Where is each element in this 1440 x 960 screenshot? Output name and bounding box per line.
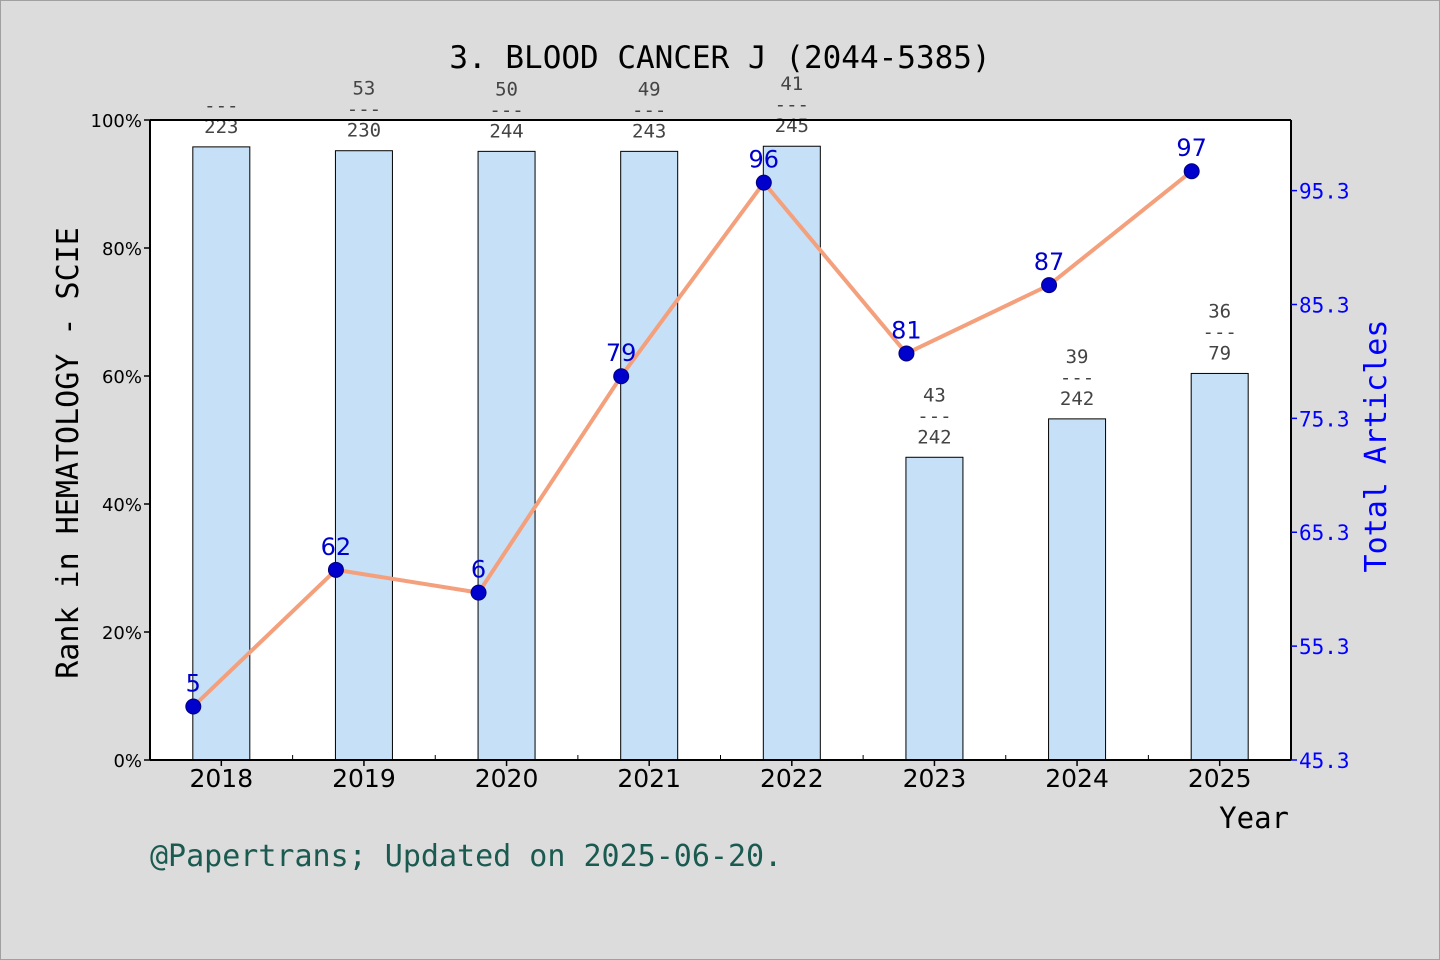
bar-total-label-2023: 242 bbox=[917, 426, 951, 448]
y2-tick-label-5: 95.3 bbox=[1299, 180, 1350, 204]
bar-separator-2024: --- bbox=[1060, 367, 1094, 389]
line-point-label-2022: 96 bbox=[749, 146, 780, 174]
line-point-2020 bbox=[470, 584, 487, 601]
x-tick-label-2024: 2024 bbox=[1045, 764, 1109, 793]
y2-tick-label-0: 45.3 bbox=[1299, 749, 1350, 773]
bar-2023 bbox=[905, 456, 964, 761]
bar-separator-2025: --- bbox=[1203, 321, 1237, 343]
footer-note: @Papertrans; Updated on 2025-06-20. bbox=[150, 839, 782, 874]
chart-title: 3. BLOOD CANCER J (2044-5385) bbox=[449, 40, 990, 76]
y2-tick-label-1: 55.3 bbox=[1299, 635, 1350, 659]
y2-tick-label-2: 65.3 bbox=[1299, 521, 1350, 545]
line-point-label-2020: 6 bbox=[471, 556, 486, 584]
bar-rank-label-2019: 53 bbox=[352, 78, 375, 100]
y-tick-label-5: 100% bbox=[91, 111, 142, 132]
bar-rank-label-2025: 36 bbox=[1208, 300, 1231, 322]
bar-separator-2019: --- bbox=[347, 99, 381, 121]
total-articles-line bbox=[191, 169, 1194, 709]
line-point-label-2018: 5 bbox=[186, 669, 201, 697]
x-tick-label-2023: 2023 bbox=[903, 764, 967, 793]
x-tick-label-2020: 2020 bbox=[475, 764, 539, 793]
line-point-2019 bbox=[327, 561, 344, 578]
y-tick-label-0: 0% bbox=[113, 751, 142, 772]
y-tick-label-2: 40% bbox=[102, 495, 142, 516]
bar-separator-2018: --- bbox=[204, 95, 238, 117]
bar-2025 bbox=[1190, 372, 1249, 761]
plot-area bbox=[150, 120, 1291, 760]
x-tick-label-2022: 2022 bbox=[760, 764, 824, 793]
bar-total-label-2024: 242 bbox=[1060, 388, 1094, 410]
bar-rank-label-2022: 41 bbox=[780, 73, 803, 95]
x-axis-title: Year bbox=[1219, 801, 1289, 835]
bar-total-label-2019: 230 bbox=[347, 120, 381, 142]
bar-2019 bbox=[334, 150, 393, 761]
bar-rank-label-2020: 50 bbox=[495, 78, 518, 100]
y-tick-label-3: 60% bbox=[102, 367, 142, 388]
bar-labels-group: 223---230---53244---50243---49245---4124… bbox=[204, 73, 1237, 448]
bar-2024 bbox=[1048, 418, 1107, 761]
bar-separator-2023: --- bbox=[917, 405, 951, 427]
x-tick-label-2019: 2019 bbox=[332, 764, 396, 793]
y-tick-label-1: 20% bbox=[102, 623, 142, 644]
line-point-2023 bbox=[898, 345, 915, 362]
y2-tick-label-4: 85.3 bbox=[1299, 293, 1350, 317]
bar-2018 bbox=[192, 146, 251, 761]
bar-separator-2022: --- bbox=[775, 94, 809, 116]
bar-rank-label-2024: 39 bbox=[1066, 346, 1089, 368]
bar-total-label-2022: 245 bbox=[775, 115, 809, 137]
bar-total-label-2020: 244 bbox=[489, 120, 523, 142]
bar-total-label-2025: 79 bbox=[1208, 342, 1231, 364]
bar-rank-label-2023: 43 bbox=[923, 384, 946, 406]
bar-2020 bbox=[477, 150, 536, 761]
line-series-group: 5 62 6 79 96 81 87 97 bbox=[185, 134, 1207, 715]
y2-tick-label-3: 75.3 bbox=[1299, 407, 1350, 431]
line-point-label-2023: 81 bbox=[891, 316, 922, 344]
line-point-label-2025: 97 bbox=[1176, 134, 1207, 162]
y-axis-title: Rank in HEMATOLOGY - SCIE bbox=[51, 227, 86, 679]
y-tick-label-4: 80% bbox=[102, 239, 142, 260]
line-point-label-2021: 79 bbox=[606, 339, 637, 367]
bar-rank-label-2021: 49 bbox=[638, 78, 661, 100]
y2-axis-title: Total Articles bbox=[1359, 320, 1394, 573]
bar-separator-2020: --- bbox=[489, 99, 523, 121]
bar-total-label-2021: 243 bbox=[632, 120, 666, 142]
x-tick-label-2025: 2025 bbox=[1188, 764, 1252, 793]
bar-2021 bbox=[620, 150, 679, 761]
line-point-2025 bbox=[1183, 163, 1200, 180]
axes-group: 0% 20% 40% 60% 80% 100% 45.3 55.3 65.3 75.3 85.3 95… bbox=[91, 111, 1350, 793]
line-point-label-2024: 87 bbox=[1034, 248, 1065, 276]
line-point-2022 bbox=[755, 174, 772, 191]
line-point-2024 bbox=[1041, 277, 1058, 294]
line-point-2021 bbox=[613, 368, 630, 385]
line-point-label-2019: 62 bbox=[321, 533, 352, 561]
bar-separator-2021: --- bbox=[632, 99, 666, 121]
line-point-2018 bbox=[185, 698, 202, 715]
bar-total-label-2018: 223 bbox=[204, 116, 238, 138]
x-tick-label-2021: 2021 bbox=[617, 764, 681, 793]
x-tick-label-2018: 2018 bbox=[190, 764, 254, 793]
